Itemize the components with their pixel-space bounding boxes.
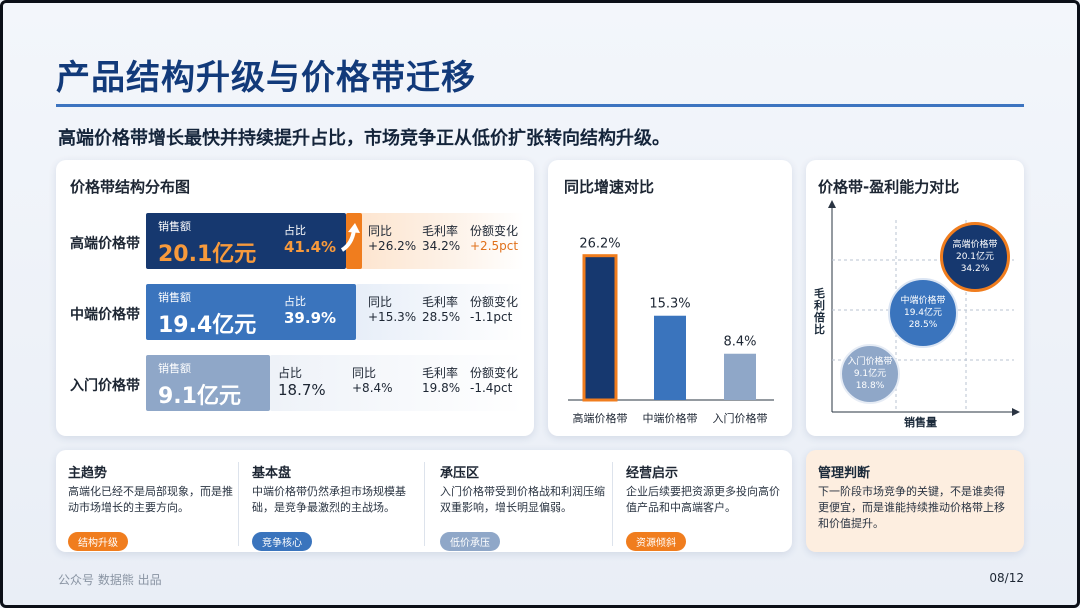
yoy-bar-chart: 26.2% 高端价格带 15.3% 中端价格带 8.4% 入门价格带 [568, 237, 774, 425]
yoy-card: 同比增速对比 26.2% 高端价格带 15.3% 中端价格带 8.4% 入门价格带 [548, 160, 792, 436]
structure-bar-entry [146, 355, 270, 411]
bubble-entry: 入门价格带 9.1亿元 18.8% [840, 344, 900, 404]
margin-value-mid: 28.5% [422, 310, 461, 324]
insight-base-title: 基本盘 [252, 466, 292, 481]
margin-label-mid: 毛利率 [422, 295, 459, 309]
insight-pressure-text: 入门价格带受到价格战和利润压缩双重影响，增长明显偏弱。 [440, 485, 605, 514]
insight-divider-3 [612, 462, 613, 546]
insight-trend-title: 主趋势 [68, 466, 108, 481]
growth-arrow-block [346, 213, 362, 269]
yoy-value-label-2: 8.4% [723, 335, 756, 350]
share-value-entry: 18.7% [278, 381, 326, 399]
yoy-label-high: 同比 [368, 224, 393, 238]
sales-value-entry: 9.1亿元 [158, 384, 241, 409]
profit-y-axis-label: 毛利 倍比 [814, 287, 825, 336]
insight-base-text: 中端价格带仍然承担市场规模基础，是竞争最激烈的主战场。 [252, 485, 406, 514]
footer-credit: 公众号 数据熊 出品 [58, 573, 162, 587]
structure-bar-high-tail [346, 213, 524, 269]
bubble-high: 高端价格带 20.1亿元 34.2% [940, 222, 1010, 292]
share-value-mid: 39.9% [284, 309, 337, 327]
yoy-bar-0 [582, 254, 618, 402]
yoy-label-entry: 同比 [352, 366, 377, 380]
judgement-card: 管理判断 下一阶段市场竞争的关键，不是谁卖得更便宜，而是谁能持续推动价格带上移和… [806, 450, 1024, 552]
bubble-mid: 中端价格带 19.4亿元 28.5% [888, 278, 958, 348]
insight-trend-text: 高端化已经不是局部现象，而是推动市场增长的主要方向。 [68, 485, 233, 514]
structure-card: 价格带结构分布图 高端价格带 销售额 20.1亿元 占比 41.4% 同比 +2… [56, 160, 534, 436]
insight-implication-text: 企业后续要把资源更多投向高价值产品和中高端客户。 [626, 485, 780, 514]
insight-trend: 主趋势 高端化已经不是局部现象，而是推动市场增长的主要方向。 结构升级 [68, 462, 236, 551]
yoy-value-label-1: 15.3% [649, 297, 690, 312]
bubble-high-sales: 20.1亿元 [955, 252, 995, 262]
insight-divider-1 [238, 462, 239, 546]
share-change-value-mid: -1.1pct [470, 310, 513, 324]
bubble-mid-sales: 19.4亿元 [903, 308, 943, 318]
row-label-mid: 中端价格带 [70, 307, 140, 323]
structure-bar-high [146, 213, 346, 269]
sales-value-high: 20.1亿元 [158, 242, 257, 267]
up-arrow-icon [340, 223, 360, 252]
share-change-value-entry: -1.4pct [470, 381, 513, 395]
share-value-high: 41.4% [284, 238, 337, 256]
yoy-category-label-0: 高端价格带 [573, 411, 628, 425]
insight-trend-tag: 结构升级 [68, 532, 128, 551]
margin-value-high: 34.2% [422, 239, 461, 253]
page-subtitle: 高端价格带增长最快并持续提升占比，市场竞争正从低价扩张转向结构升级。 [58, 128, 670, 149]
insight-implication-title: 经营启示 [626, 466, 679, 481]
insight-divider-2 [424, 462, 425, 546]
sales-label-entry: 销售额 [158, 362, 191, 375]
yoy-category-label-2: 入门价格带 [713, 411, 768, 425]
yoy-bar-2 [724, 353, 756, 400]
yoy-chart-title: 同比增速对比 [564, 178, 655, 196]
profit-x-axis-label: 销售量 [904, 416, 937, 429]
yoy-value-label-0: 26.2% [579, 237, 620, 252]
insight-base: 基本盘 中端价格带仍然承担市场规模基础，是竞争最激烈的主战场。 竞争核心 [252, 462, 422, 551]
sales-label-mid: 销售额 [158, 291, 191, 304]
margin-value-entry: 19.8% [422, 381, 461, 395]
structure-bar-mid [146, 284, 356, 340]
bubble-mid-margin: 28.5% [908, 320, 938, 330]
title-rule [56, 104, 1024, 107]
structure-chart-title: 价格带结构分布图 [70, 178, 191, 196]
sales-value-mid: 19.4亿元 [158, 313, 257, 338]
sales-label-high: 销售额 [158, 220, 191, 233]
bubble-entry-sales: 9.1亿元 [853, 369, 887, 379]
yoy-value-entry: +8.4% [352, 381, 393, 395]
share-change-label-mid: 份额变化 [470, 295, 519, 309]
yoy-category-label-1: 中端价格带 [643, 411, 698, 425]
insight-pressure-tag: 低价承压 [440, 532, 500, 551]
share-change-label-entry: 份额变化 [470, 366, 519, 380]
bubble-entry-margin: 18.8% [855, 381, 885, 391]
yoy-value-mid: +15.3% [368, 310, 417, 324]
share-change-label-high: 份额变化 [470, 224, 519, 238]
yoy-label-mid: 同比 [368, 295, 393, 309]
judgement-text: 下一阶段市场竞争的关键，不是谁卖得更便宜，而是谁能持续推动价格带上移和价值提升。 [818, 485, 1005, 530]
share-label-entry: 占比 [278, 366, 303, 380]
bubble-mid-name: 中端价格带 [900, 296, 946, 306]
insight-implication: 经营启示 企业后续要把资源更多投向高价值产品和中高端客户。 资源倾斜 [626, 462, 786, 551]
share-label-mid: 占比 [284, 295, 306, 308]
row-label-entry: 入门价格带 [70, 378, 140, 394]
row-label-high: 高端价格带 [70, 236, 140, 252]
judgement-title: 管理判断 [818, 466, 871, 481]
insight-pressure-title: 承压区 [440, 466, 480, 481]
profit-chart-title: 价格带-盈利能力对比 [818, 178, 960, 196]
insight-implication-tag: 资源倾斜 [626, 532, 686, 551]
margin-label-high: 毛利率 [422, 224, 459, 238]
structure-bar-mid-tail [356, 284, 524, 340]
share-change-value-high: +2.5pct [470, 239, 519, 253]
bubble-high-margin: 34.2% [960, 264, 990, 274]
share-label-high: 占比 [284, 224, 306, 237]
insight-pressure: 承压区 入门价格带受到价格战和利润压缩双重影响，增长明显偏弱。 低价承压 [440, 462, 610, 551]
page-title: 产品结构升级与价格带迁移 [56, 58, 476, 98]
insight-base-tag: 竞争核心 [252, 532, 312, 551]
page-number: 08/12 [989, 571, 1024, 585]
bubble-high-name: 高端价格带 [952, 240, 998, 250]
margin-label-entry: 毛利率 [422, 366, 459, 380]
yoy-bar-1 [654, 315, 686, 400]
yoy-value-high: +26.2% [368, 239, 417, 253]
profit-card: 价格带-盈利能力对比 毛利 倍比 销售量 高端价格带 20.1亿元 34.2% … [806, 160, 1024, 436]
structure-bar-entry-tail [270, 355, 524, 411]
bubble-entry-name: 入门价格带 [847, 357, 893, 367]
